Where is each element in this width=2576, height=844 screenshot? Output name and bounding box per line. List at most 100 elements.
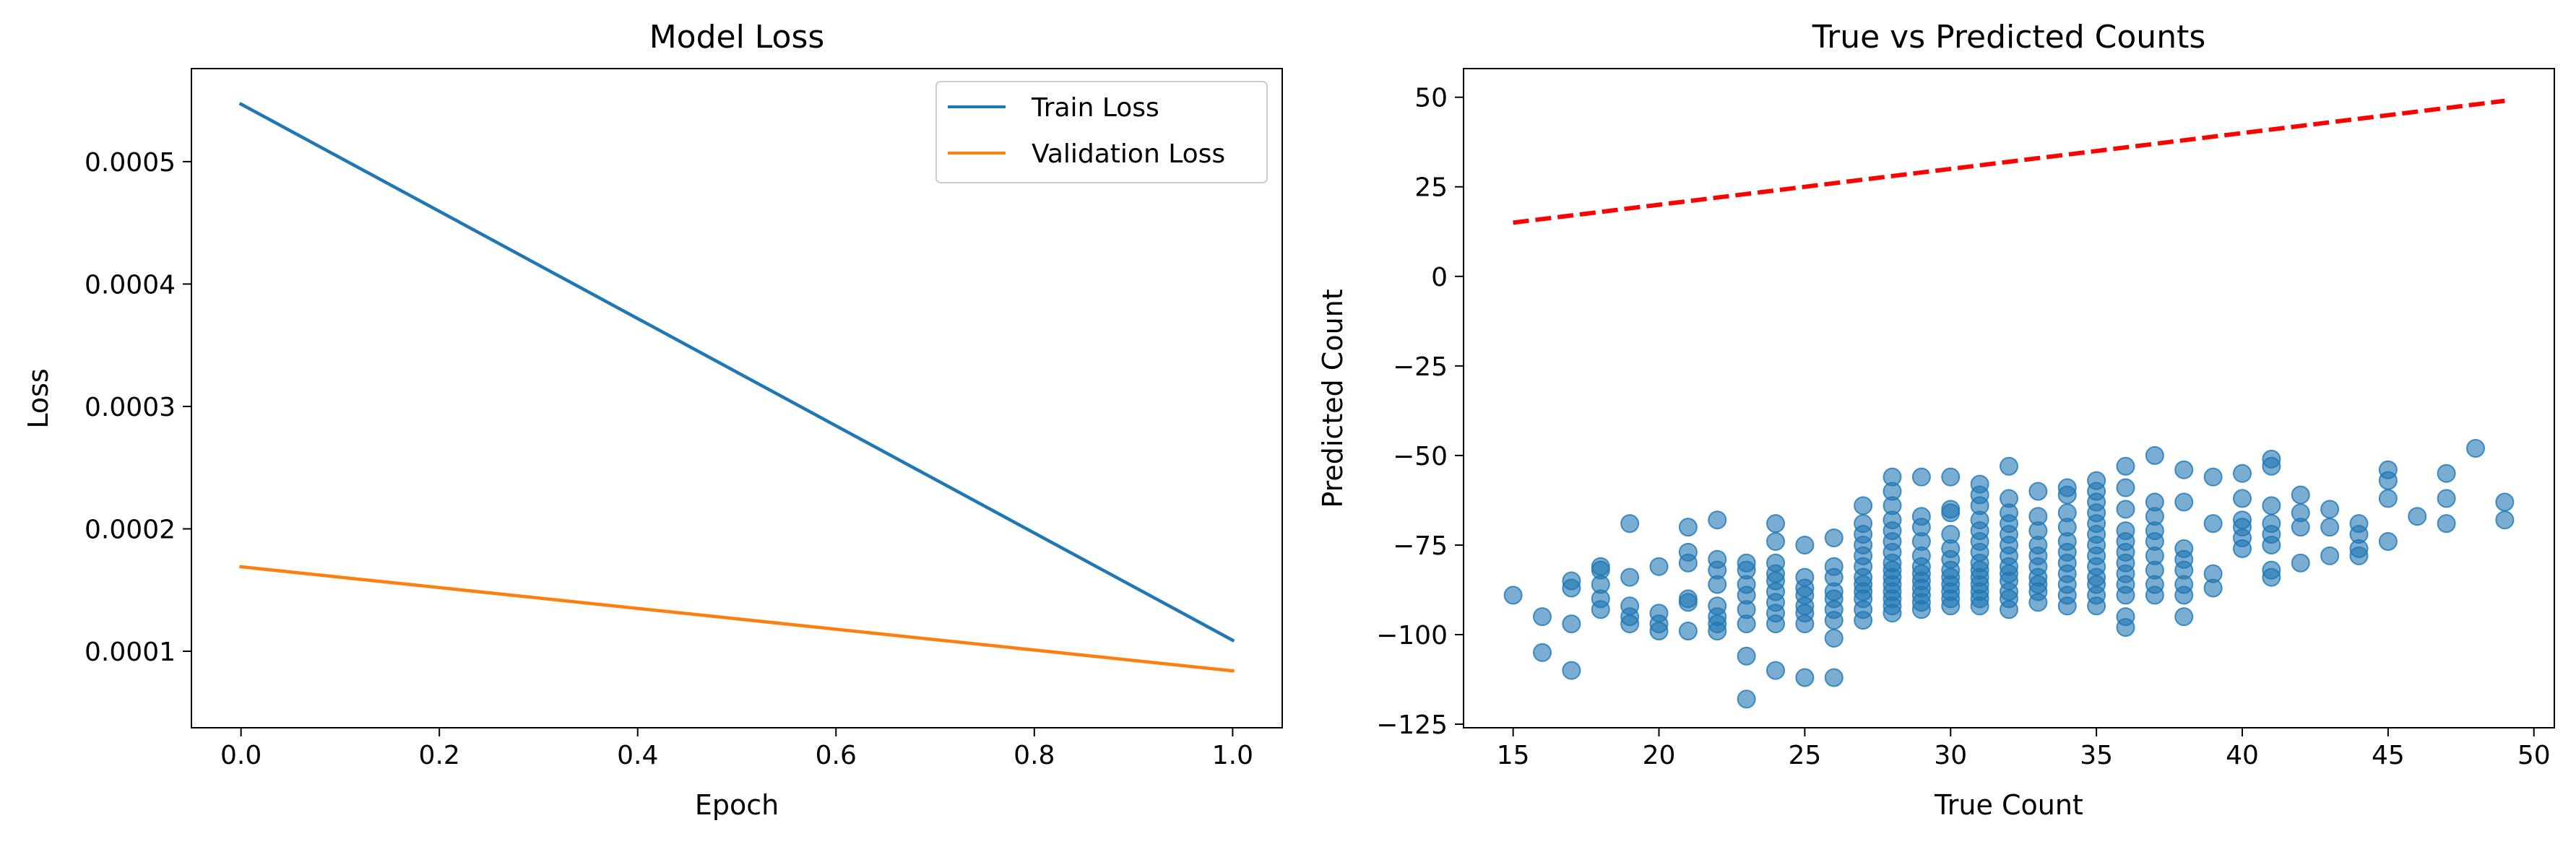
scatter-point [1678, 553, 1698, 573]
scatter-point [1854, 611, 1873, 630]
scatter-point [2378, 489, 2398, 508]
scatter-point [2437, 464, 2456, 483]
scatter-point [2262, 456, 2281, 476]
y-tick-label: 25 [1414, 173, 1448, 203]
scatter-point [2174, 586, 2194, 605]
y-tick-label: 0.0005 [85, 148, 176, 178]
loss-chart: Model Loss 0.0 0.2 0.4 0.6 0.8 1.0 0.00010.00… [22, 19, 1283, 821]
scatter-point [1795, 668, 1815, 687]
scatter-point [2000, 456, 2018, 476]
scatter-point [2000, 600, 2018, 619]
x-tick-label: 40 [2226, 741, 2259, 770]
scatter-point [2203, 578, 2223, 598]
y-tick-label: −100 [1376, 621, 1448, 651]
x-tick-label: 45 [2372, 741, 2405, 770]
scatter-point [1737, 646, 1756, 666]
scatter-point [2291, 518, 2310, 537]
scatter-point [1883, 604, 1902, 623]
scatter-point [1620, 614, 1640, 634]
scatter-point [1824, 668, 1844, 687]
scatter-point [2174, 460, 2194, 479]
scatter-point [2116, 456, 2135, 476]
scatter-point [2028, 482, 2048, 501]
prediction-axes-frame [1463, 68, 2555, 728]
scatter-point [1766, 531, 1786, 551]
scatter-point [2232, 489, 2252, 508]
scatter-point [1737, 689, 1756, 709]
scatter-point [1620, 567, 1640, 587]
y-tick-label: −25 [1393, 352, 1448, 382]
scatter-point [2262, 496, 2281, 515]
scatter-point [1562, 661, 1581, 680]
scatter-point [1649, 622, 1669, 641]
prediction-chart-title: True vs Predicted Counts [1812, 19, 2206, 56]
scatter-point [2174, 607, 2194, 627]
scatter-point [1562, 571, 1581, 591]
loss-plot-area [238, 102, 1235, 673]
x-tick-label: 0.8 [1013, 741, 1055, 770]
scatter-point [1766, 614, 1786, 634]
scatter-point [2028, 593, 2048, 612]
loss-x-ticks: 0.0 0.2 0.4 0.6 0.8 1.0 [220, 728, 1253, 770]
y-tick-label: 50 [1414, 84, 1448, 113]
scatter-point [1678, 622, 1698, 641]
x-tick-label: 20 [1643, 741, 1676, 770]
loss-legend: Train Loss Validation Loss [935, 81, 1268, 183]
scatter-point [1678, 593, 1698, 612]
scatter-point [1533, 643, 1552, 662]
scatter-point [1708, 622, 1727, 641]
scatter-point [1941, 467, 1961, 487]
scatter-point [2262, 535, 2281, 554]
scatter-point [1533, 607, 1552, 627]
scatter-point [2145, 586, 2164, 605]
scatter-point [1941, 503, 1961, 523]
y-tick-label: −125 [1376, 710, 1448, 740]
loss-y-axis-label: Loss [22, 368, 54, 428]
scatter-point [2320, 500, 2340, 519]
legend-label-train-loss: Train Loss [1031, 93, 1159, 123]
scatter-point [2232, 539, 2252, 558]
x-tick-label: 0.2 [419, 741, 460, 770]
scatter-point [2291, 485, 2310, 505]
y-tick-label: 0.0004 [85, 270, 176, 300]
scatter-point [1766, 514, 1786, 534]
scatter-point [1737, 553, 1756, 573]
scatter-point [1824, 528, 1844, 548]
scatter-point [2203, 514, 2223, 534]
scatter-point [2495, 492, 2515, 512]
x-tick-label: 0.6 [816, 741, 857, 770]
legend-label-validation-loss: Validation Loss [1032, 139, 1225, 169]
series-line-train-loss [238, 102, 1235, 643]
x-tick-label: 25 [1788, 741, 1821, 770]
scatter-point [1708, 575, 1727, 594]
prediction-y-ticks: −125 −100 −75 −50 −25 0 25 50 [1376, 84, 1464, 740]
scatter-point [1503, 586, 1523, 605]
prediction-y-axis-label: Predicted Count [1317, 289, 1349, 508]
scatter-point [2291, 553, 2310, 573]
scatter-point [1678, 518, 1698, 537]
x-tick-label: 1.0 [1212, 741, 1253, 770]
prediction-x-axis-label: True Count [1934, 789, 2083, 821]
scatter-point [1620, 514, 1640, 534]
scatter-point [2232, 464, 2252, 483]
prediction-chart: True vs Predicted Counts 15 20 25 30 35 40 45 5… [1317, 19, 2555, 821]
series-line-validation-loss [239, 565, 1235, 673]
loss-axes-frame [191, 68, 1283, 728]
scatter-point [1591, 557, 1610, 576]
scatter-point [1795, 614, 1815, 634]
scatter-point [1708, 510, 1727, 530]
y-tick-label: 0.0001 [85, 638, 176, 667]
loss-chart-title: Model Loss [649, 19, 825, 56]
x-tick-label: 0.0 [220, 741, 262, 770]
scatter-point [2465, 438, 2485, 458]
y-tick-label: −75 [1393, 531, 1448, 561]
scatter-point [2145, 445, 2164, 465]
x-tick-label: 35 [2080, 741, 2113, 770]
y-tick-label: 0.0003 [85, 393, 176, 422]
scatter-point [2116, 478, 2135, 497]
x-tick-label: 50 [2517, 741, 2551, 770]
scatter-point [2320, 518, 2340, 537]
scatter-point [1941, 596, 1961, 616]
scatter-point [1854, 496, 1873, 515]
scatter-point [2116, 500, 2135, 519]
